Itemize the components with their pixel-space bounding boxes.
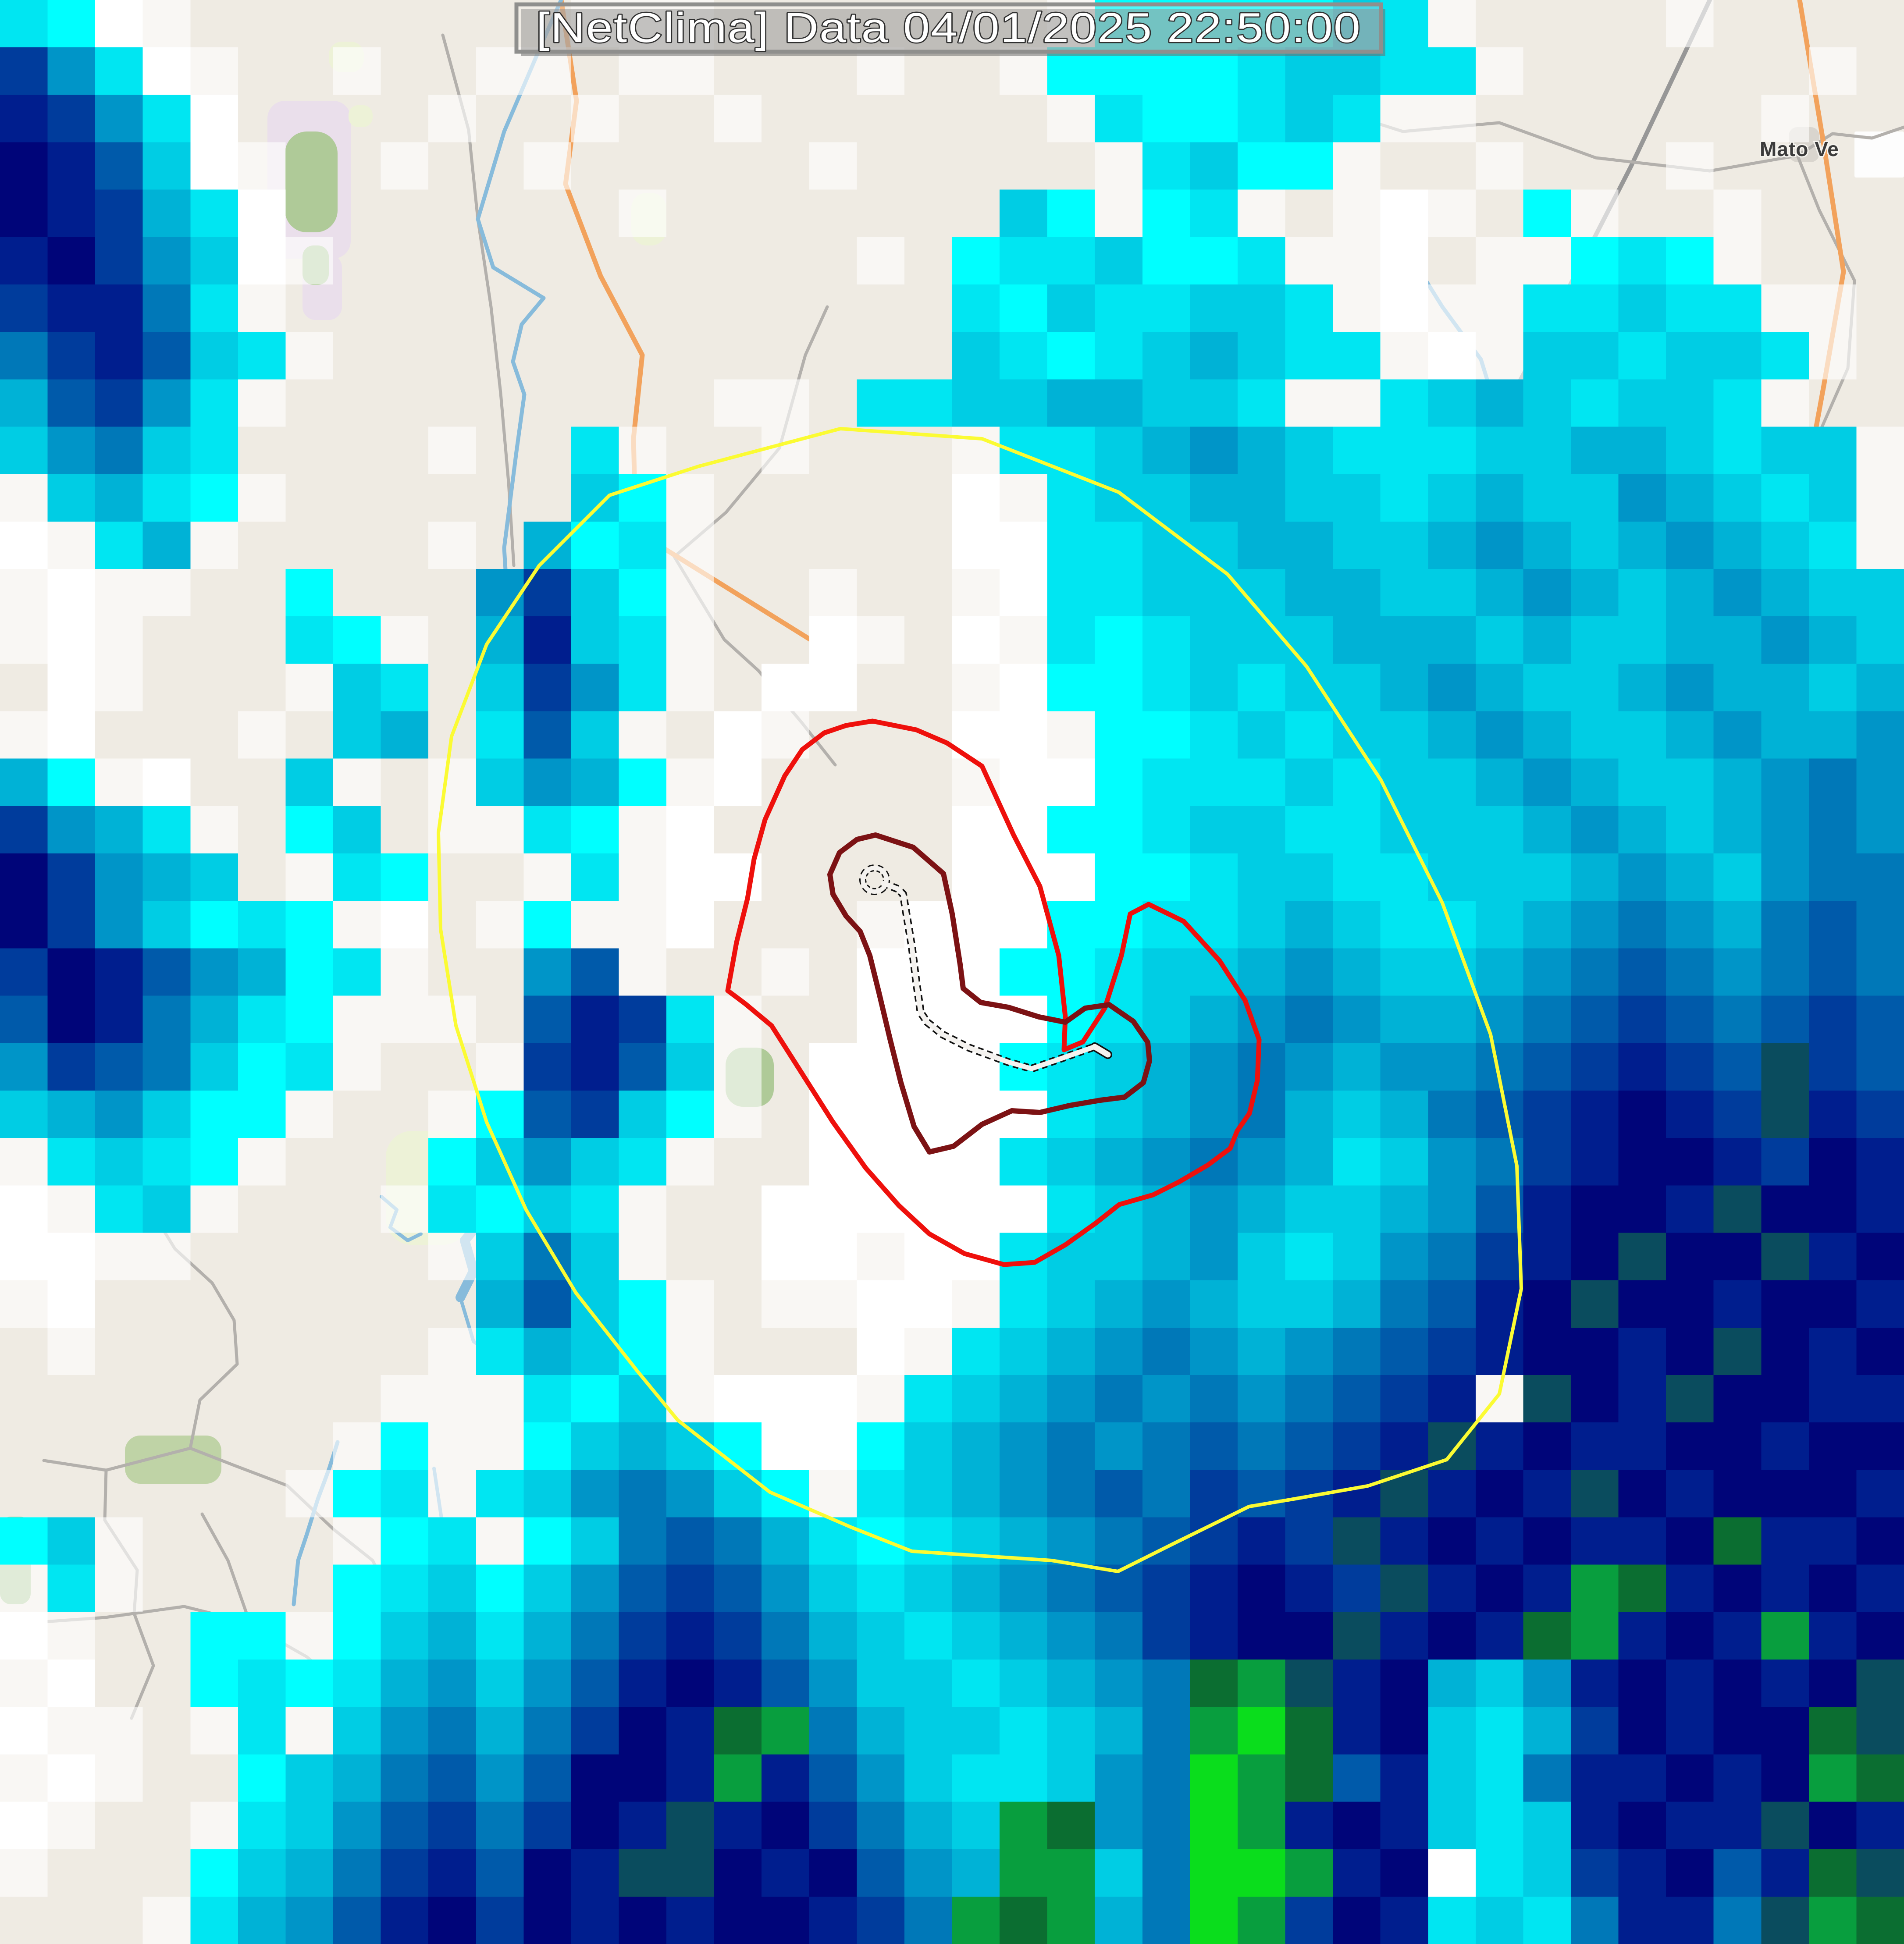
title-text: [NetClima] Data 04/01/2025 22:50:00 (536, 4, 1361, 51)
city-label: Mato Ve (1760, 138, 1839, 160)
storm-track (859, 864, 1112, 1073)
title-bar: [NetClima] Data 04/01/2025 22:50:00 (514, 2, 1385, 56)
mid-storm-contour (725, 718, 1262, 1267)
outer-warning-ring (437, 427, 1523, 1573)
title-bar-shadow (521, 9, 1385, 56)
storm-contours (437, 427, 1523, 1573)
inner-core-contour (827, 832, 1152, 1155)
title-bar-frame (514, 2, 1383, 54)
